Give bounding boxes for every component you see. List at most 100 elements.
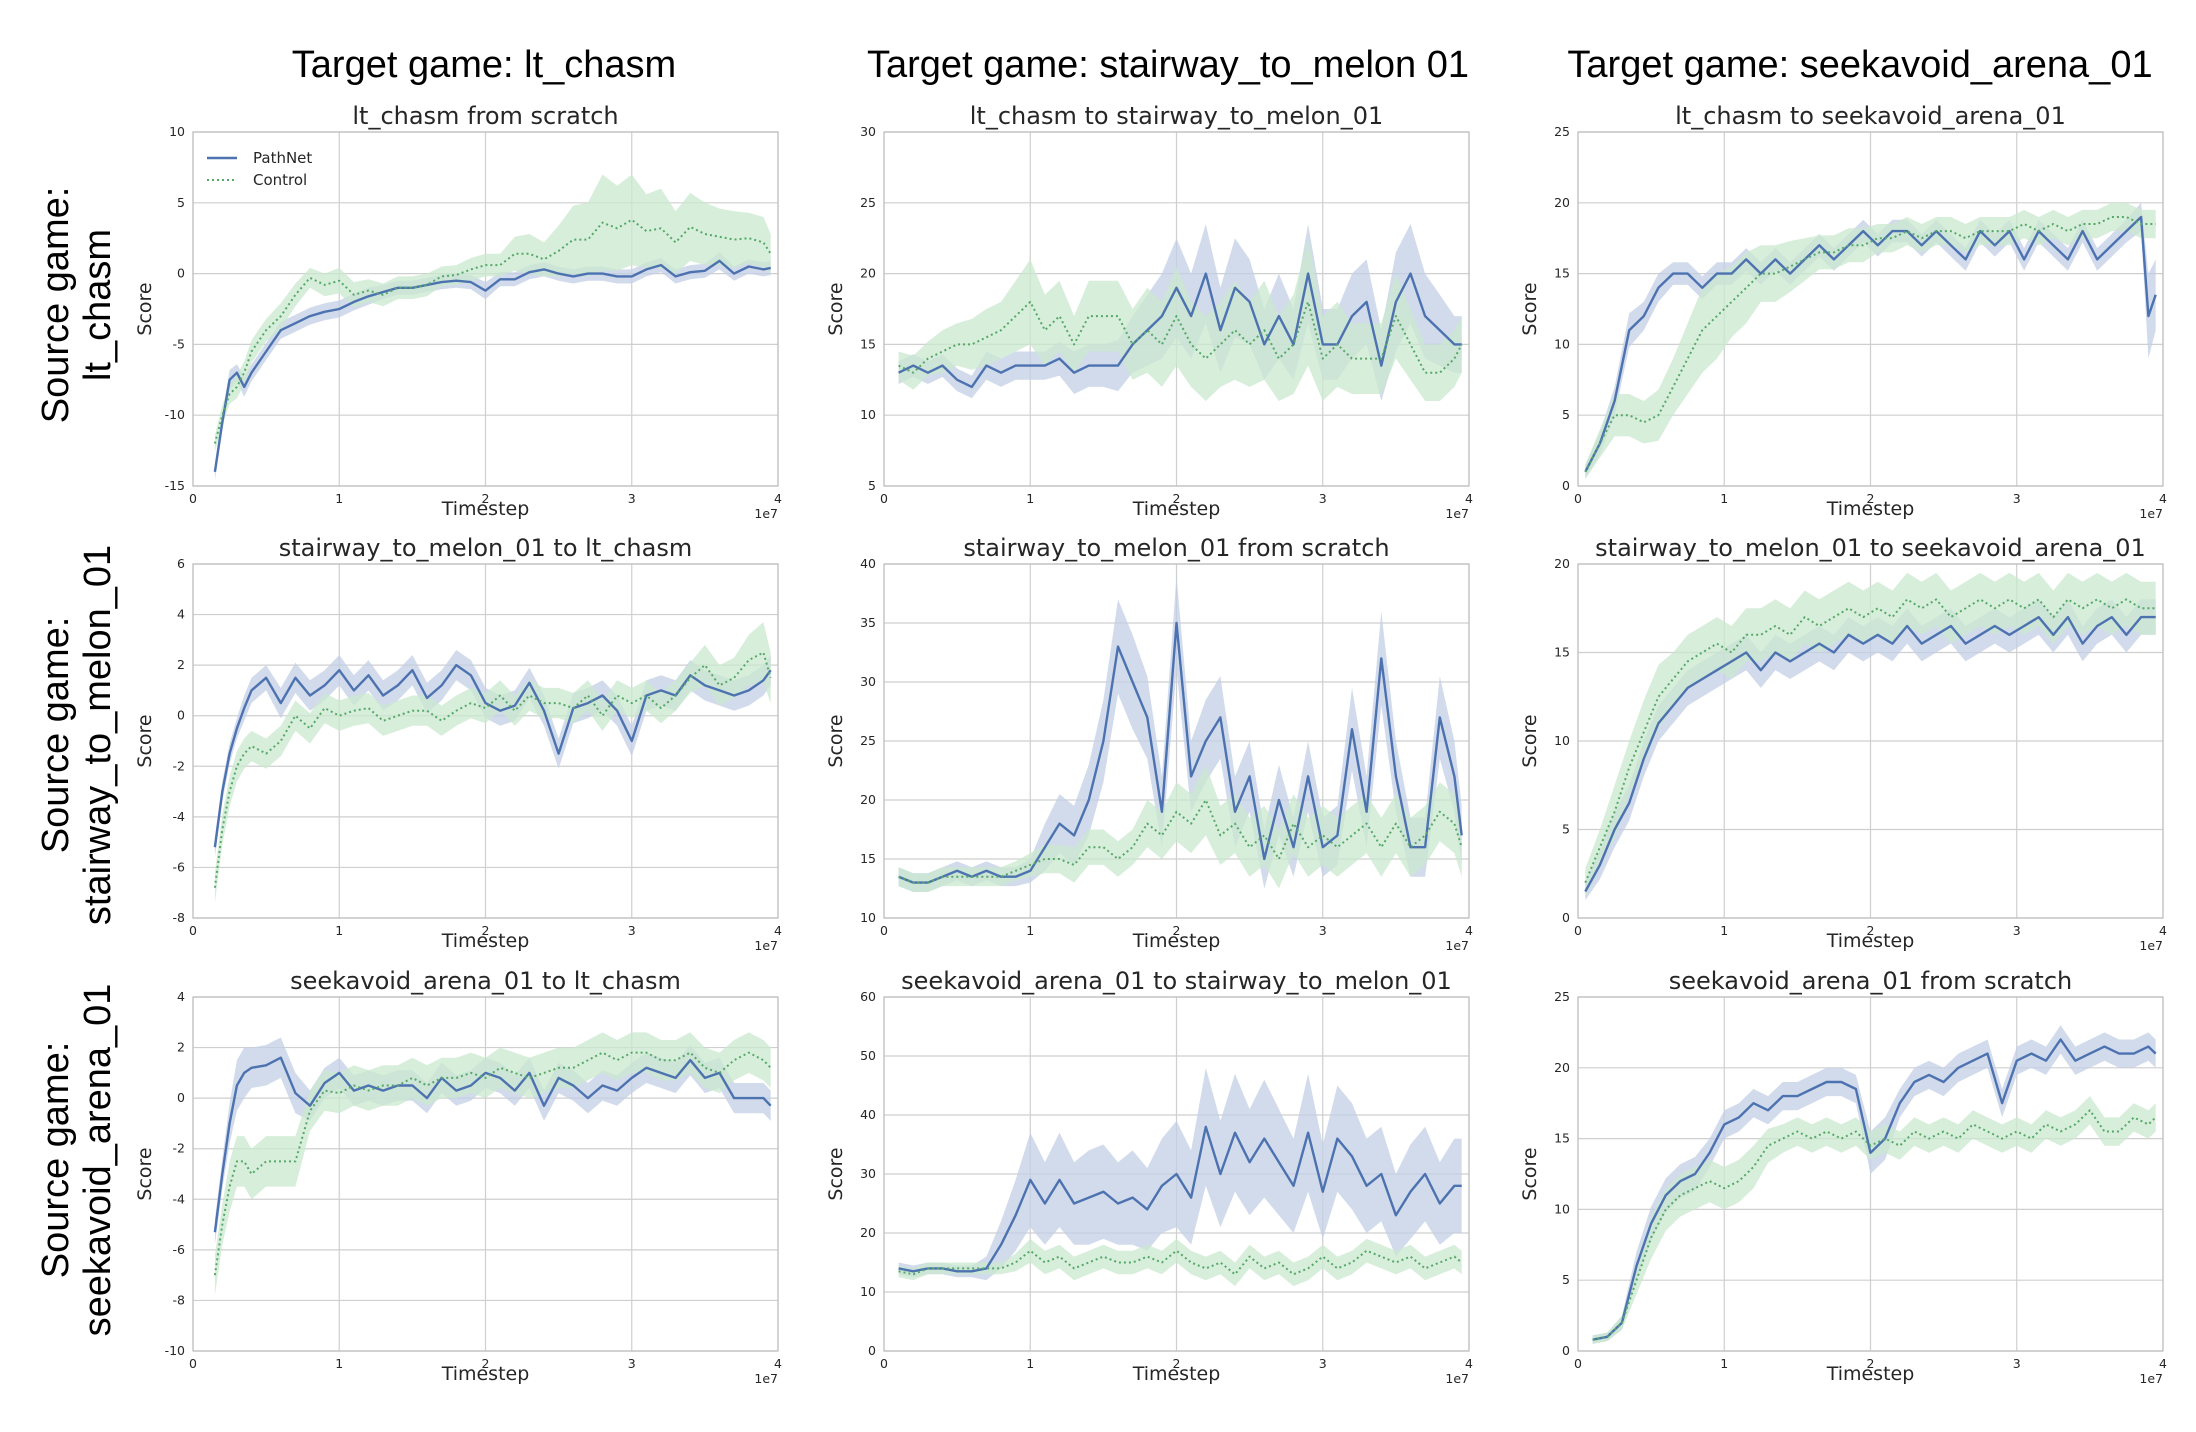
y-tick-label: 5 xyxy=(868,478,876,493)
axes-frame xyxy=(192,131,779,487)
y-tick-label: 10 xyxy=(1554,1201,1570,1216)
x-tick-label: 4 xyxy=(774,1356,782,1371)
x-tick-label: 3 xyxy=(1319,491,1327,506)
y-axis-label: Score xyxy=(825,282,847,335)
y-tick-label: 0 xyxy=(177,266,185,281)
line-pathnet xyxy=(898,621,1463,884)
y-tick-label: -8 xyxy=(173,910,186,925)
y-axis-label: Score xyxy=(134,282,156,335)
subplot-7: seekavoid_arena_01 to lt_chasm 0 1 2 3 4 -10 -8… xyxy=(134,967,782,1386)
y-tick-label: 5 xyxy=(177,195,185,210)
x-tick-label: 4 xyxy=(774,491,782,506)
line-pathnet xyxy=(1592,1038,2157,1341)
x-tick-label: 2 xyxy=(1867,1356,1875,1371)
y-tick-label: 5 xyxy=(1562,822,1570,837)
x-tick-label: 0 xyxy=(1574,491,1582,506)
line-control xyxy=(213,651,772,888)
subplot-title: stairway_to_melon_01 to seekavoid_arena_… xyxy=(1595,534,2146,562)
y-tick-label: 25 xyxy=(1554,989,1570,1004)
y-tick-label: 10 xyxy=(1554,336,1570,351)
axes-frame xyxy=(883,563,1470,919)
plot-area xyxy=(898,224,1463,401)
y-axis-label: Score xyxy=(1519,1147,1541,1200)
y-tick-label: 20 xyxy=(860,1225,876,1240)
row-title-2-line1: Source game: xyxy=(35,617,77,854)
row-title-3-line2: seekavoid_arena_01 xyxy=(77,984,119,1337)
subplot-1: lt_chasm from scratch 0 1 2 3 4 -15 -10 -5 0 5 10 Ti… xyxy=(134,102,782,521)
x-offset-label: 1e7 xyxy=(2139,506,2163,521)
x-tick-label: 4 xyxy=(1465,923,1473,938)
y-tick-label: 15 xyxy=(1554,1131,1570,1146)
x-tick-label: 3 xyxy=(2013,923,2021,938)
y-tick-label: -5 xyxy=(173,336,185,351)
y-tick-label: 40 xyxy=(860,556,876,571)
subplot-title: lt_chasm to seekavoid_arena_01 xyxy=(1675,102,2066,130)
plot-area xyxy=(213,1032,772,1296)
x-tick-label: 4 xyxy=(1465,1356,1473,1371)
legend-control-label: Control xyxy=(253,171,307,189)
y-tick-label: 2 xyxy=(177,657,185,672)
y-tick-label: 20 xyxy=(860,266,876,281)
x-axis-label: Timestep xyxy=(1132,498,1221,520)
subplot-5: stairway_to_melon_01 from scratch 0 1 2 3 4 10… xyxy=(825,534,1473,953)
subplot-6: stairway_to_melon_01 to seekavoid_arena_… xyxy=(1519,534,2167,953)
band-control xyxy=(214,174,771,452)
y-tick-label: 15 xyxy=(860,336,876,351)
y-tick-label: 0 xyxy=(1562,1343,1570,1358)
y-tick-label: -15 xyxy=(165,478,185,493)
y-tick-label: 15 xyxy=(1554,266,1570,281)
x-tick-label: 0 xyxy=(189,491,197,506)
band-control xyxy=(1592,1096,2156,1344)
line-control xyxy=(898,799,1463,884)
x-tick-label: 0 xyxy=(189,923,197,938)
subplot-title: seekavoid_arena_01 from scratch xyxy=(1669,967,2072,995)
x-tick-label: 0 xyxy=(189,1356,197,1371)
y-tick-label: 20 xyxy=(1554,195,1570,210)
x-axis-label: Timestep xyxy=(1826,498,1915,520)
x-tick-label: 1 xyxy=(1720,491,1728,506)
y-tick-label: 4 xyxy=(177,989,185,1004)
x-tick-label: 1 xyxy=(335,1356,343,1371)
x-tick-label: 0 xyxy=(880,923,888,938)
x-tick-label: 4 xyxy=(774,923,782,938)
y-tick-label: 25 xyxy=(860,195,876,210)
line-pathnet xyxy=(898,1125,1462,1273)
plot-area xyxy=(213,622,772,903)
subplot-title: seekavoid_arena_01 to stairway_to_melon_… xyxy=(901,967,1452,995)
x-tick-label: 2 xyxy=(1173,491,1181,506)
y-tick-label: -2 xyxy=(173,1141,185,1156)
y-tick-label: 15 xyxy=(860,851,876,866)
y-axis-label: Score xyxy=(1519,282,1541,335)
x-tick-label: 1 xyxy=(1720,923,1728,938)
plot-area xyxy=(1584,572,2156,901)
y-tick-label: 0 xyxy=(1562,478,1570,493)
y-tick-label: 10 xyxy=(860,407,876,422)
y-tick-label: -4 xyxy=(173,1191,186,1206)
column-title-1: Target game: lt_chasm xyxy=(292,44,676,86)
subplot-4: stairway_to_melon_01 to lt_chasm 0 1 2 3 4 -8 -… xyxy=(134,534,782,953)
y-tick-label: 25 xyxy=(1554,124,1570,139)
y-tick-label: 40 xyxy=(860,1107,876,1122)
y-tick-label: 20 xyxy=(1554,556,1570,571)
y-axis-label: Score xyxy=(134,1147,156,1200)
subplot-title: lt_chasm to stairway_to_melon_01 xyxy=(970,102,1383,130)
y-tick-label: 30 xyxy=(860,1166,876,1181)
band-pathnet xyxy=(898,1067,1462,1281)
x-tick-label: 0 xyxy=(1574,923,1582,938)
y-tick-label: 0 xyxy=(177,1090,185,1105)
line-control xyxy=(898,1249,1463,1276)
line-control xyxy=(1592,1109,2157,1341)
x-tick-label: 3 xyxy=(2013,1356,2021,1371)
y-tick-label: -4 xyxy=(173,809,186,824)
x-offset-label: 1e7 xyxy=(1445,506,1469,521)
band-control xyxy=(898,1238,1462,1287)
row-title-1-line2: lt_chasm xyxy=(77,229,119,381)
y-tick-label: 20 xyxy=(1554,1060,1570,1075)
plot-area xyxy=(213,174,772,481)
y-tick-label: -2 xyxy=(173,758,185,773)
x-tick-label: 0 xyxy=(880,1356,888,1371)
x-tick-label: 1 xyxy=(1026,1356,1034,1371)
column-title-3: Target game: seekavoid_arena_01 xyxy=(1567,44,2152,86)
x-axis-label: Timestep xyxy=(441,1363,530,1385)
